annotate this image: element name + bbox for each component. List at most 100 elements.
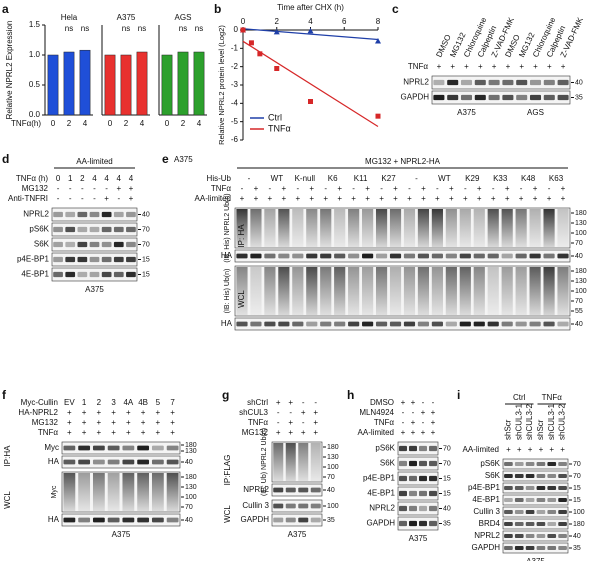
mw-label: 100 xyxy=(185,494,197,501)
condition-mark: + xyxy=(560,445,565,454)
blot-frame xyxy=(51,267,138,282)
mw-label: 100 xyxy=(575,288,587,295)
point xyxy=(273,28,280,35)
blot-band xyxy=(502,79,514,86)
blot-band xyxy=(285,487,296,493)
blot-band xyxy=(53,241,63,248)
blot-band xyxy=(113,211,124,218)
condition-mark: + xyxy=(561,62,566,71)
mw-label: 70 xyxy=(575,240,583,247)
mw-label: 70 xyxy=(142,241,150,248)
section-label: WCL xyxy=(3,491,12,509)
blot-label: p4E-BP1 xyxy=(17,255,50,264)
blot-frame xyxy=(502,506,569,518)
blot-smear xyxy=(137,473,150,511)
condition-mark: + xyxy=(450,62,455,71)
x-tick-label: 4 xyxy=(197,119,202,128)
condition-mark: - xyxy=(296,184,299,193)
blot-label: NPRL2 xyxy=(369,504,395,513)
condition-mark: - xyxy=(81,194,84,203)
blot-label: S6K xyxy=(34,240,50,249)
lane-label: shCUL3-1 xyxy=(514,403,523,440)
blot-label: p4E-BP1 xyxy=(468,483,501,492)
condition-mark: + xyxy=(437,62,442,71)
legend-label: Ctrl xyxy=(268,112,282,122)
bar xyxy=(177,51,189,116)
blot-band xyxy=(334,253,346,259)
blot-band xyxy=(474,94,486,101)
blot-smear xyxy=(543,267,555,315)
blot-smear xyxy=(278,209,290,247)
blot-label: (IB: His) NPRL2 Ub(n) xyxy=(224,193,231,262)
blot-band xyxy=(473,253,485,259)
mw-label: 130 xyxy=(327,454,339,461)
blot-band xyxy=(65,226,76,233)
condition-mark: + xyxy=(156,418,161,427)
blot-band xyxy=(278,253,290,259)
condition-mark: 1 xyxy=(82,398,87,407)
condition-mark: - xyxy=(105,184,108,193)
blot-frame xyxy=(61,513,181,527)
blot-band xyxy=(536,462,546,466)
blot-smear xyxy=(236,267,248,315)
condition-mark: + xyxy=(401,428,406,437)
condition-mark: 5 xyxy=(156,398,161,407)
blot-band xyxy=(65,211,76,218)
blot-band xyxy=(65,271,76,278)
mw-label: 180 xyxy=(185,442,197,449)
y-tick-label: -3 xyxy=(231,80,239,89)
blot-band xyxy=(77,226,88,233)
blot-frame xyxy=(397,516,439,531)
blot-smear xyxy=(487,209,499,247)
blot-band xyxy=(389,253,402,259)
blot-band xyxy=(375,321,388,327)
blot-smear xyxy=(431,267,443,315)
group-label: TNFα xyxy=(542,393,563,402)
condition-mark: 4A xyxy=(123,398,133,407)
blot-band xyxy=(78,459,91,465)
blot-frame xyxy=(271,513,323,527)
blot-band xyxy=(514,474,524,478)
condition-mark: + xyxy=(126,408,131,417)
blot-band xyxy=(399,490,407,497)
cell-line-label: AGS xyxy=(527,108,544,117)
blot-band xyxy=(126,271,136,278)
condition-label: MG132 xyxy=(242,428,269,437)
blot-band xyxy=(504,498,513,502)
blot-label: S6K xyxy=(485,471,501,480)
blot-frame xyxy=(234,207,571,249)
condition-mark: + xyxy=(411,398,416,407)
condition-mark: + xyxy=(547,194,552,203)
mw-label: 70 xyxy=(443,445,451,452)
blot-label: NPRL2 xyxy=(403,78,429,87)
blot-label: HA xyxy=(48,457,60,466)
blot-band xyxy=(137,459,150,465)
condition-mark: + xyxy=(533,184,538,193)
blot-band xyxy=(558,474,567,478)
blot-smear xyxy=(63,473,76,511)
blot-band xyxy=(285,503,296,509)
blot-frame xyxy=(234,265,571,317)
mw-label: 70 xyxy=(327,474,335,481)
blot-band xyxy=(273,517,284,523)
blot-band xyxy=(514,546,524,550)
condition-mark: + xyxy=(533,194,538,203)
condition-mark: - xyxy=(69,184,72,193)
condition-mark: + xyxy=(431,408,436,417)
annotation: ns xyxy=(138,24,146,33)
blot-band xyxy=(547,546,557,550)
mw-label: 180 xyxy=(573,521,585,528)
blot-smear xyxy=(403,209,416,247)
condition-mark: - xyxy=(548,184,551,193)
blot-label: GAPDH xyxy=(472,543,501,552)
blot-smear xyxy=(278,267,290,315)
condition-mark: 2 xyxy=(97,398,102,407)
condition-mark: + xyxy=(111,418,116,427)
mw-label: 180 xyxy=(185,474,197,481)
blot-smear xyxy=(273,443,284,481)
condition-mark: - xyxy=(314,398,317,407)
condition-mark: K33 xyxy=(493,174,508,183)
blot-smear xyxy=(292,209,304,247)
blot-frame xyxy=(397,471,439,486)
